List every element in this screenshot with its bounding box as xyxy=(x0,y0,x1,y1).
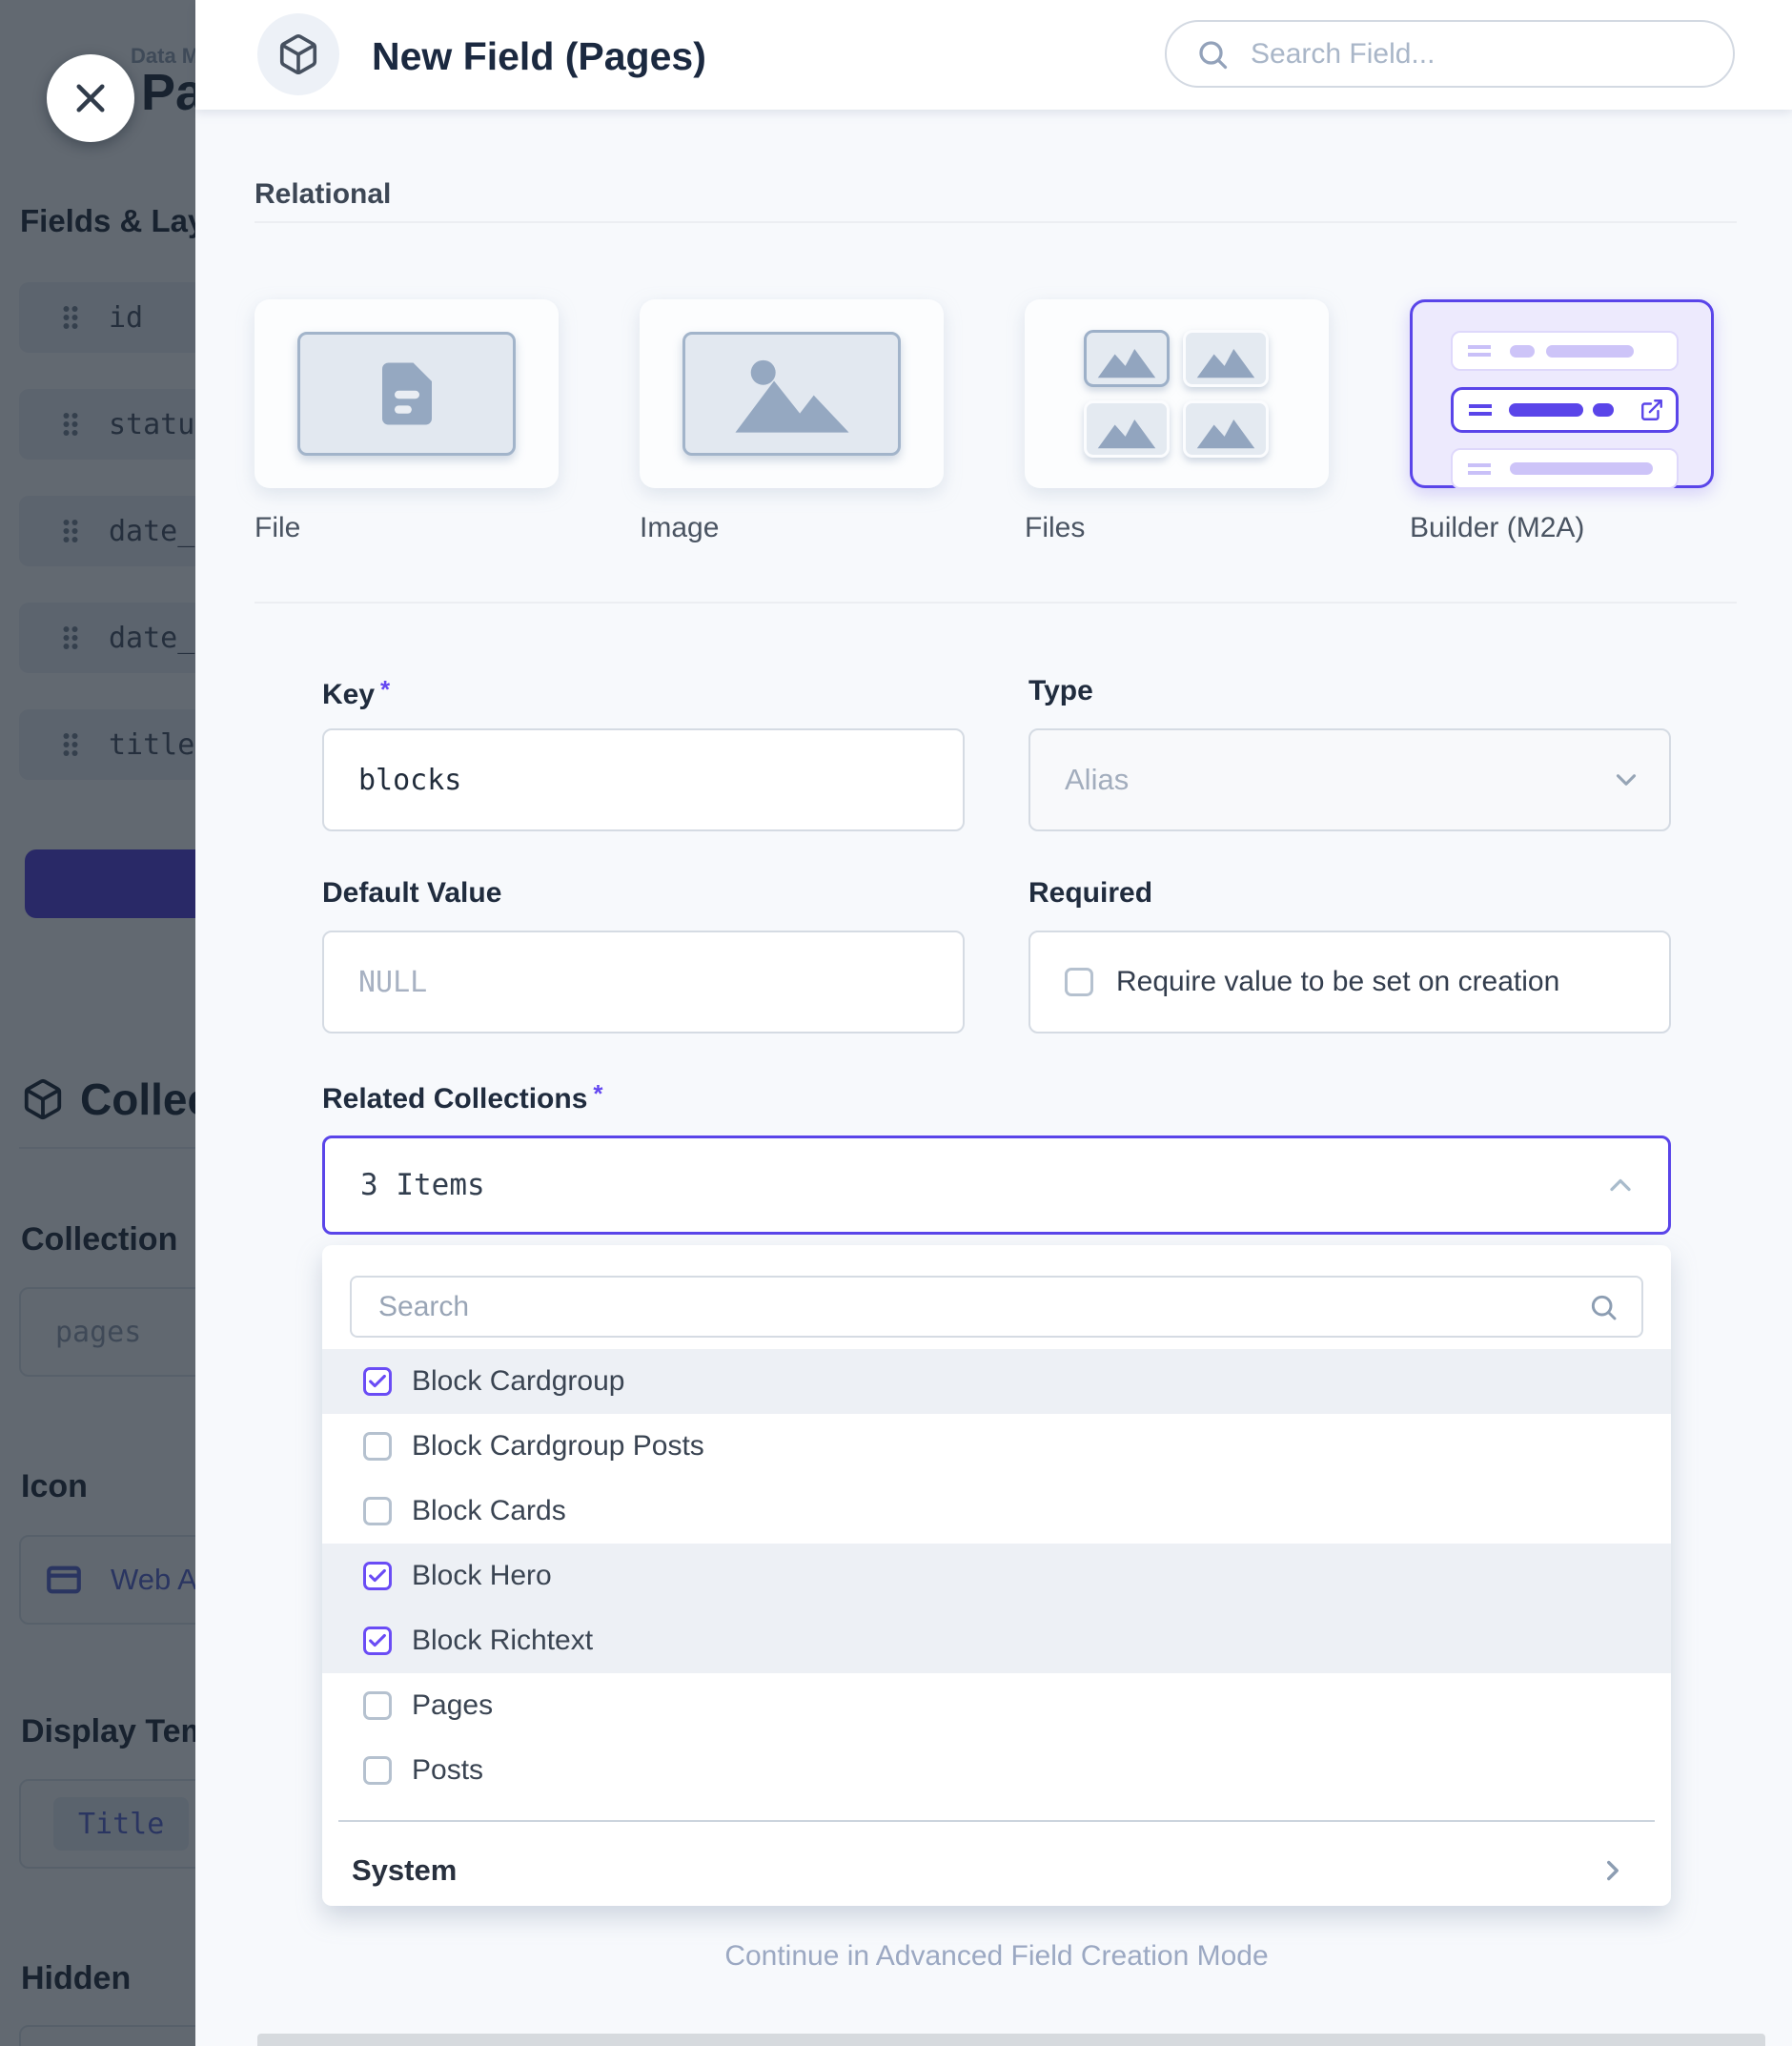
related-collections-label: Related Collections * xyxy=(322,1079,603,1115)
image-icon xyxy=(1097,419,1156,449)
drawer-header: New Field (Pages) xyxy=(195,0,1792,110)
checkbox-checked[interactable] xyxy=(363,1562,392,1590)
chevron-down-icon xyxy=(1616,774,1637,786)
type-card-image[interactable]: Image xyxy=(640,299,944,544)
required-asterisk: * xyxy=(593,1079,603,1108)
type-card-label: Builder (M2A) xyxy=(1410,512,1585,543)
external-link-icon xyxy=(1641,399,1662,420)
checkbox-unchecked[interactable] xyxy=(363,1497,392,1525)
image-icon xyxy=(1196,349,1255,379)
drawer-content: Relational File Image xyxy=(195,110,1792,2046)
related-collections-select[interactable]: 3 Items xyxy=(322,1136,1671,1235)
checkbox-unchecked[interactable] xyxy=(363,1756,392,1785)
related-collections-value: 3 Items xyxy=(360,1168,485,1202)
dropdown-search xyxy=(350,1276,1643,1338)
drag-handle-icon xyxy=(1468,462,1491,475)
divider xyxy=(255,602,1737,604)
required-checkbox[interactable] xyxy=(1065,968,1093,996)
key-field xyxy=(322,728,965,831)
close-icon xyxy=(76,84,105,113)
key-label: Key * xyxy=(322,675,391,710)
sidebar: Data Model Pages Fields & Layout id stat… xyxy=(0,0,195,2046)
image-icon xyxy=(1097,349,1156,379)
related-collections-dropdown: Block Cardgroup Block Cardgroup Posts Bl… xyxy=(322,1245,1671,1906)
option-block-cardgroup-posts[interactable]: Block Cardgroup Posts xyxy=(322,1414,1671,1479)
option-posts[interactable]: Posts xyxy=(322,1738,1671,1803)
image-icon xyxy=(1196,419,1255,449)
page-title: New Field (Pages) xyxy=(372,34,706,78)
drag-handle-icon xyxy=(1468,345,1491,357)
files-thumbnails xyxy=(1084,330,1269,458)
checkbox-unchecked[interactable] xyxy=(363,1432,392,1461)
option-block-cardgroup[interactable]: Block Cardgroup xyxy=(322,1349,1671,1414)
option-block-richtext[interactable]: Block Richtext xyxy=(322,1608,1671,1673)
chevron-up-icon xyxy=(1610,1178,1631,1192)
modal-scrim[interactable] xyxy=(0,0,195,2046)
cube-icon xyxy=(279,34,317,74)
image-icon xyxy=(734,359,849,433)
chevron-right-icon xyxy=(1607,1860,1619,1881)
new-field-drawer: New Field (Pages) Relational File xyxy=(195,0,1792,2046)
default-value-field xyxy=(322,931,965,1033)
file-icon xyxy=(381,362,432,425)
type-select[interactable]: Alias xyxy=(1028,728,1671,831)
type-select-value: Alias xyxy=(1065,763,1130,796)
type-card-files[interactable]: Files xyxy=(1025,299,1329,544)
system-label: System xyxy=(352,1853,458,1887)
type-card-label: File xyxy=(255,512,301,543)
checkbox-checked[interactable] xyxy=(363,1627,392,1655)
related-collections-section: Related Collections* 3 Items Block Cardg… xyxy=(322,1079,1671,1973)
close-button[interactable] xyxy=(47,54,134,142)
required-asterisk: * xyxy=(380,675,391,704)
type-card-builder-m2a[interactable]: Builder (M2A) xyxy=(1410,299,1714,544)
required-label: Required xyxy=(1028,877,1153,909)
check-icon xyxy=(369,1568,386,1583)
builder-preview xyxy=(1451,331,1679,489)
checkbox-checked[interactable] xyxy=(363,1367,392,1396)
footer-bar xyxy=(257,2034,1765,2046)
required-checkbox-label: Require value to be set on creation xyxy=(1116,966,1560,997)
field-search xyxy=(1165,20,1735,88)
required-field: Require value to be set on creation xyxy=(1028,931,1671,1033)
option-block-hero[interactable]: Block Hero xyxy=(322,1544,1671,1608)
header-icon-chip xyxy=(257,13,339,95)
search-icon xyxy=(1199,40,1228,69)
field-form: Key* Type Alias Default Value Required R… xyxy=(322,675,1671,1973)
option-pages[interactable]: Pages xyxy=(322,1673,1671,1738)
dropdown-search-input[interactable] xyxy=(378,1290,1560,1323)
type-label: Type xyxy=(1028,675,1093,706)
key-input[interactable] xyxy=(358,763,892,797)
search-input[interactable] xyxy=(1251,37,1689,71)
divider xyxy=(255,221,1737,223)
check-icon xyxy=(369,1374,386,1388)
type-card-label: Image xyxy=(640,512,720,543)
system-group-row[interactable]: System xyxy=(322,1837,1671,1904)
advanced-mode-link[interactable]: Continue in Advanced Field Creation Mode xyxy=(724,1940,1269,1972)
default-value-input[interactable] xyxy=(358,965,892,999)
field-type-cards: File Image xyxy=(255,299,1714,544)
type-card-label: Files xyxy=(1025,512,1086,543)
search-icon xyxy=(1591,1295,1617,1320)
checkbox-unchecked[interactable] xyxy=(363,1691,392,1720)
option-block-cards[interactable]: Block Cards xyxy=(322,1479,1671,1544)
divider xyxy=(338,1820,1655,1822)
type-card-file[interactable]: File xyxy=(255,299,559,544)
section-label: Relational xyxy=(255,178,392,210)
check-icon xyxy=(369,1633,386,1647)
default-value-label: Default Value xyxy=(322,877,502,909)
drag-handle-icon xyxy=(1469,404,1492,416)
